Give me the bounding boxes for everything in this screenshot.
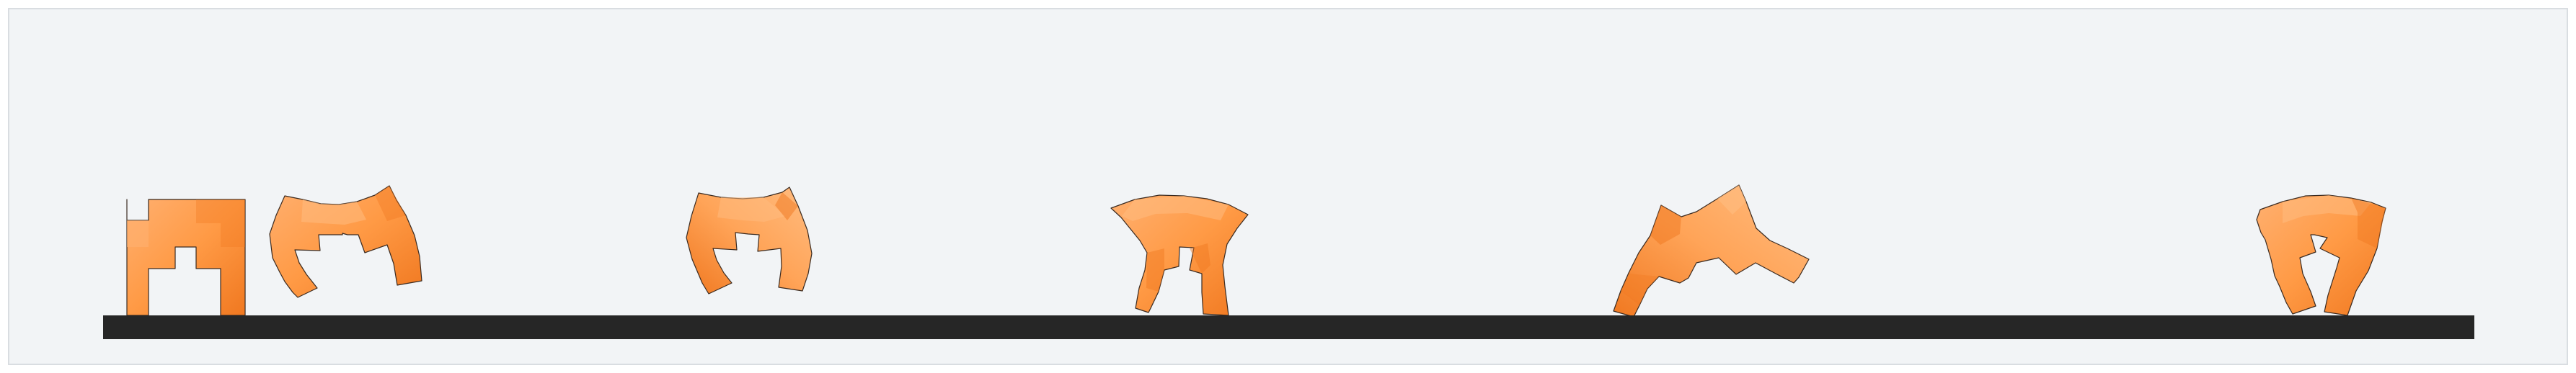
walker-pose-6-icon [2256, 194, 2386, 316]
ground-platform [103, 315, 2474, 339]
walker-pose-2-icon [269, 185, 422, 298]
walker-pose-4-icon [1110, 194, 1249, 316]
simulation-background [8, 8, 2568, 365]
walker-pose-1-icon [126, 199, 246, 316]
walker-pose-3-icon [686, 186, 813, 295]
walker-pose-5-icon [1613, 184, 1810, 318]
